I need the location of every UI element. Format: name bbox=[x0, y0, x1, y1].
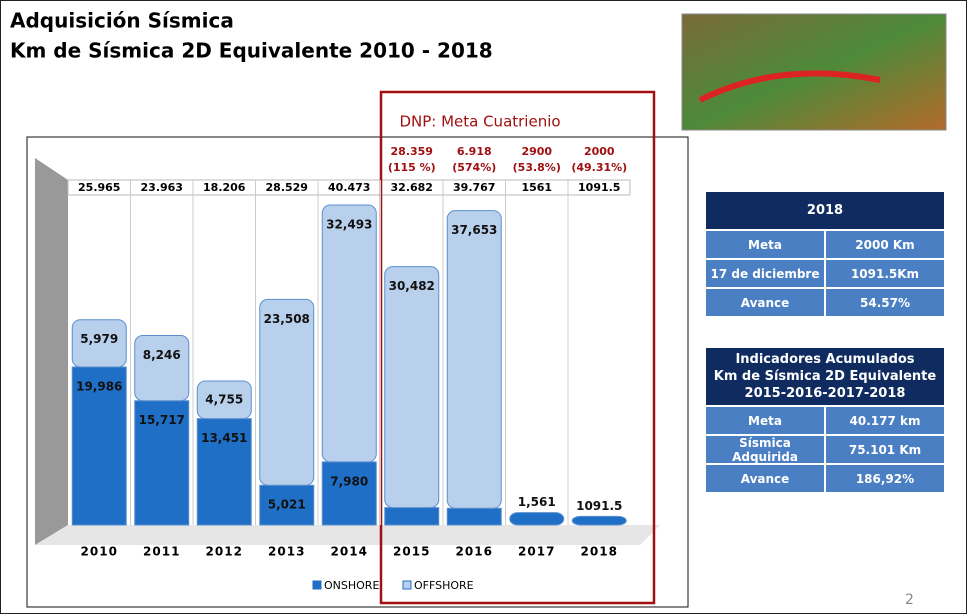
bar-segment bbox=[447, 211, 501, 509]
bar-segment bbox=[510, 513, 564, 525]
total-label: 1091.5 bbox=[578, 181, 620, 194]
chart-floor bbox=[35, 525, 660, 545]
value-label: 37,653 bbox=[451, 223, 497, 237]
value-label: 1091.5 bbox=[576, 499, 622, 513]
goal-label: (574%) bbox=[452, 161, 496, 174]
chart-wall bbox=[35, 158, 68, 545]
annotation: DNP: Meta Cuatrienio bbox=[399, 113, 560, 131]
goal-label: 6.918 bbox=[457, 145, 492, 158]
table-cell: Meta bbox=[706, 231, 826, 258]
goal-label: (115 %) bbox=[388, 161, 436, 174]
bar-segment bbox=[385, 508, 439, 525]
bar-segment bbox=[385, 267, 439, 508]
goal-label: (49.31%) bbox=[571, 161, 627, 174]
table-cell: 17 de diciembre bbox=[706, 260, 826, 287]
legend-swatch bbox=[313, 581, 321, 589]
value-label: 32,493 bbox=[326, 218, 372, 232]
value-label: 13,451 bbox=[201, 431, 247, 445]
bar-segment bbox=[322, 462, 376, 525]
slide: Adquisición Sísmica Km de Sísmica 2D Equ… bbox=[0, 0, 967, 614]
table-cell: Indicadores Acumulados bbox=[706, 351, 944, 368]
total-label: 39.767 bbox=[453, 181, 495, 194]
table-cell: Km de Sísmica 2D Equivalente bbox=[706, 368, 944, 385]
x-tick-label: 2010 bbox=[81, 545, 118, 559]
value-label: 30,482 bbox=[389, 279, 435, 293]
table-cell: 2000 Km bbox=[826, 238, 944, 252]
legend-label: ONSHORE bbox=[324, 579, 379, 592]
total-label: 25.965 bbox=[78, 181, 120, 194]
value-label: 7,980 bbox=[330, 474, 368, 488]
x-tick-label: 2017 bbox=[518, 545, 555, 559]
total-label: 28.529 bbox=[266, 181, 308, 194]
bar-segment bbox=[322, 205, 376, 462]
value-label: 4,755 bbox=[205, 392, 243, 406]
total-label: 40.473 bbox=[328, 181, 370, 194]
subtitle: Km de Sísmica 2D Equivalente 2010 - 2018 bbox=[10, 39, 493, 63]
value-label: 8,246 bbox=[143, 348, 181, 362]
bar-segment bbox=[260, 299, 314, 485]
table-cell: 186,92% bbox=[826, 472, 944, 486]
table-header: 2018 bbox=[706, 192, 944, 229]
goal-label: 2000 bbox=[584, 145, 615, 158]
value-label: 1,561 bbox=[518, 495, 556, 509]
table-cell: 40.177 km bbox=[826, 414, 944, 428]
bar-segment bbox=[572, 516, 626, 525]
total-label: 1561 bbox=[521, 181, 552, 194]
value-label: 5,021 bbox=[268, 498, 306, 512]
title: Adquisición Sísmica bbox=[10, 9, 234, 33]
total-label: 32.682 bbox=[391, 181, 433, 194]
x-tick-label: 2012 bbox=[206, 545, 243, 559]
value-label: 19,986 bbox=[76, 379, 122, 393]
bar-segment bbox=[135, 336, 189, 401]
goal-label: 2900 bbox=[521, 145, 552, 158]
x-tick-label: 2014 bbox=[331, 545, 368, 559]
value-label: 15,717 bbox=[139, 413, 185, 427]
page-number: 2 bbox=[905, 592, 914, 608]
table-cell: 2015-2016-2017-2018 bbox=[706, 385, 944, 402]
table-cell: 2018 bbox=[706, 202, 944, 219]
table-cell: 54.57% bbox=[826, 296, 944, 310]
legend-swatch bbox=[403, 581, 411, 589]
table-cell: 75.101 Km bbox=[826, 443, 944, 457]
legend-label: OFFSHORE bbox=[414, 579, 474, 592]
x-tick-label: 2016 bbox=[456, 545, 493, 559]
table-cell: Avance bbox=[706, 289, 826, 316]
x-tick-label: 2015 bbox=[393, 545, 430, 559]
bar-segment bbox=[447, 508, 501, 525]
table-cell: Sísmica Adquirida bbox=[706, 436, 826, 463]
table-cell: Meta bbox=[706, 407, 826, 434]
x-tick-label: 2011 bbox=[143, 545, 180, 559]
total-label: 18.206 bbox=[203, 181, 246, 194]
goal-label: (53.8%) bbox=[513, 161, 561, 174]
table-cell: 1091.5Km bbox=[826, 267, 944, 281]
goal-label: 28.359 bbox=[391, 145, 433, 158]
value-label: 23,508 bbox=[264, 312, 310, 326]
table-cell: Avance bbox=[706, 465, 826, 492]
total-label: 23.963 bbox=[141, 181, 183, 194]
x-tick-label: 2018 bbox=[581, 545, 618, 559]
x-tick-label: 2013 bbox=[268, 545, 305, 559]
value-label: 5,979 bbox=[80, 332, 118, 346]
